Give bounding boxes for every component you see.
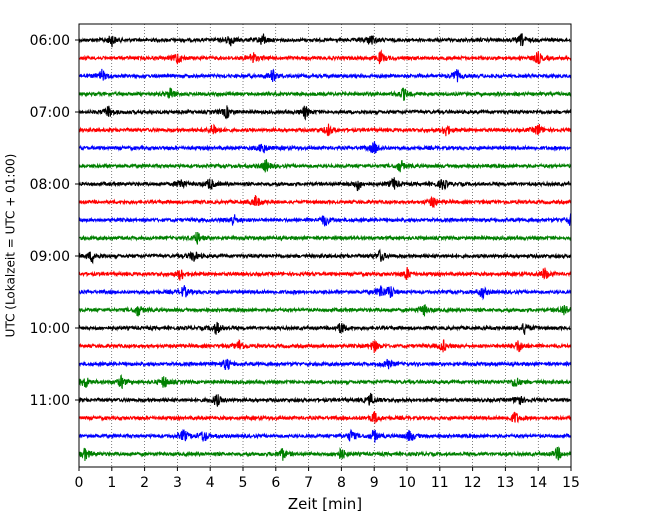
x-tick-label: 13 (496, 475, 514, 491)
trace-0830 (78, 213, 572, 227)
y-tick-label: 07:00 (30, 105, 70, 121)
y-tick-label: 06:00 (30, 33, 70, 49)
trace-1015 (78, 338, 572, 353)
x-tick-label: 0 (75, 475, 84, 491)
trace-0900 (78, 248, 572, 265)
y-axis-label: UTC (Lokalzeit = UTC + 01:00) (4, 154, 18, 338)
trace-0945 (78, 304, 572, 317)
x-tick-label: 6 (271, 475, 280, 491)
trace-1045 (78, 374, 572, 390)
trace-0700 (78, 105, 572, 121)
x-tick-label: 14 (529, 475, 547, 491)
x-tick-label: 3 (173, 475, 182, 491)
trace-0930 (78, 285, 572, 301)
x-tick-label: 2 (140, 475, 149, 491)
trace-0800 (78, 177, 572, 192)
trace-0630 (78, 68, 572, 83)
trace-1030 (78, 358, 572, 371)
grid-lines (111, 24, 539, 467)
trace-0845 (78, 232, 572, 245)
trace-group (78, 33, 572, 461)
x-tick-label: 15 (562, 475, 580, 491)
y-axis: 06:00 07:00 08:00 09:00 10:00 11:00 (30, 33, 79, 409)
trace-0915 (78, 266, 572, 281)
trace-1115 (78, 410, 572, 424)
y-tick-label: 11:00 (30, 393, 70, 409)
x-tick-label: 8 (337, 475, 346, 491)
trace-1000 (78, 321, 572, 335)
trace-0745 (78, 159, 572, 173)
x-tick-label: 4 (206, 475, 215, 491)
trace-1100 (78, 392, 572, 407)
y-tick-label: 08:00 (30, 177, 70, 193)
y-tick-label: 09:00 (30, 249, 70, 265)
plot-frame (78, 23, 572, 468)
x-axis-label: Zeit [min] (288, 495, 362, 513)
trace-1145 (78, 445, 572, 461)
x-tick-label: 5 (239, 475, 248, 491)
trace-0615 (78, 49, 572, 65)
x-tick-label: 10 (398, 475, 416, 491)
trace-0600 (78, 33, 572, 48)
x-tick-label: 9 (370, 475, 379, 491)
trace-0730 (78, 141, 572, 154)
trace-0815 (78, 195, 572, 209)
trace-0645 (78, 87, 572, 101)
x-tick-label: 1 (107, 475, 116, 491)
x-tick-label: 12 (464, 475, 482, 491)
trace-0715 (78, 123, 572, 137)
x-tick-label: 7 (304, 475, 313, 491)
x-tick-label: 11 (431, 475, 449, 491)
trace-1130 (78, 428, 572, 443)
y-tick-label: 10:00 (30, 321, 70, 337)
x-axis: 0 1 2 3 4 5 6 7 8 9 10 11 12 13 14 15 (75, 467, 580, 491)
